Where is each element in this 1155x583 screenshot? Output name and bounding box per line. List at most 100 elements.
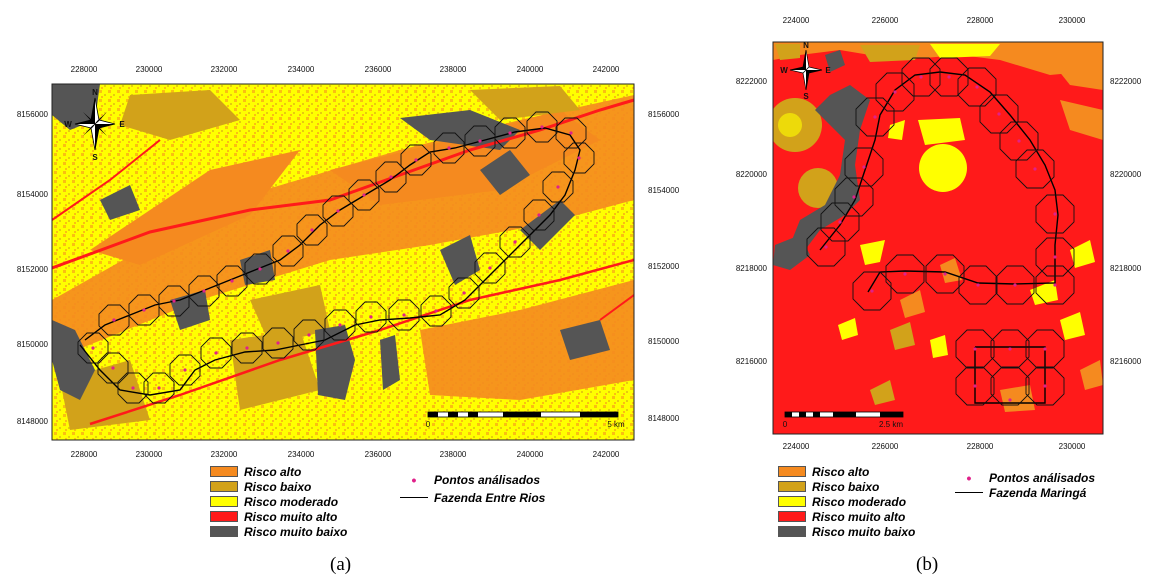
x-tick-label: 228000 (71, 450, 98, 459)
west-label: W (780, 66, 788, 75)
y-tick-label: 8154000 (648, 186, 680, 195)
legend-swatch (778, 496, 806, 507)
north-label: N (803, 41, 809, 50)
line-symbol-icon (400, 497, 428, 498)
y-tick-label: 8218000 (736, 264, 768, 273)
scale-bar-b: 0 2.5 km (783, 411, 904, 429)
legend-item: Risco alto (210, 464, 347, 479)
x-tick-label: 230000 (136, 450, 163, 459)
legend-swatch (210, 511, 238, 522)
x-tick-label: 228000 (71, 65, 98, 74)
south-label: S (92, 153, 98, 162)
legend-label: Risco muito alto (244, 509, 338, 524)
y-tick-label: 8220000 (1110, 170, 1142, 179)
legend-label: Fazenda Entre Rios (434, 490, 546, 505)
x-axis-ticks-b: 224000 226000 228000 230000 224000 22600… (783, 16, 1086, 451)
y-tick-label: 8222000 (1110, 77, 1142, 86)
north-arrow-icon: N S E W (780, 41, 831, 101)
legend-item: Risco muito alto (778, 509, 915, 524)
x-tick-label: 230000 (1059, 16, 1086, 25)
x-tick-label: 238000 (440, 65, 467, 74)
legend-swatch (210, 466, 238, 477)
scale-start-label: 0 (783, 420, 788, 429)
legend-item: Risco baixo (778, 479, 915, 494)
north-label: N (92, 88, 98, 97)
legend-label: Risco baixo (244, 479, 312, 494)
legend-swatch (778, 511, 806, 522)
y-tick-label: 8152000 (648, 262, 680, 271)
risk-raster-b (773, 42, 1103, 434)
east-label: E (825, 66, 831, 75)
legend-label: Risco muito alto (812, 509, 906, 524)
caption-a: (a) (330, 554, 352, 575)
legend-label: Fazenda Maringá (989, 485, 1087, 500)
x-tick-label: 240000 (517, 65, 544, 74)
y-tick-label: 8150000 (648, 337, 680, 346)
north-arrow-icon: N S E W (64, 88, 125, 162)
legend-item: Risco muito alto (210, 509, 347, 524)
y-tick-label: 8156000 (17, 110, 49, 119)
y-tick-label: 8216000 (736, 357, 768, 366)
x-tick-label: 226000 (872, 442, 899, 451)
x-tick-label: 236000 (365, 65, 392, 74)
x-tick-label: 236000 (365, 450, 392, 459)
legend-item: Fazenda Entre Rios (400, 490, 545, 505)
legend-label: Risco moderado (244, 494, 339, 509)
legend-item: Risco alto (778, 464, 915, 479)
legend-swatch (778, 481, 806, 492)
y-tick-label: 8218000 (1110, 264, 1142, 273)
y-tick-label: 8154000 (17, 190, 49, 199)
x-axis-ticks-a: 228000 230000 232000 234000 236000 23800… (71, 65, 620, 459)
risk-raster-a (52, 84, 634, 440)
x-tick-label: 234000 (288, 450, 315, 459)
x-tick-label: 240000 (517, 450, 544, 459)
scale-end-label: 5 km (607, 420, 625, 429)
x-tick-label: 226000 (872, 16, 899, 25)
scale-start-label: 0 (426, 420, 431, 429)
x-tick-label: 228000 (967, 16, 994, 25)
legend-swatch (778, 526, 806, 537)
y-tick-label: 8222000 (736, 77, 768, 86)
y-tick-label: 8216000 (1110, 357, 1142, 366)
x-tick-label: 232000 (211, 450, 238, 459)
y-axis-ticks-a: 8156000 8154000 8152000 8150000 8148000 … (17, 110, 680, 426)
west-label: W (64, 120, 72, 129)
legend-label: Pontos análisados (989, 470, 1096, 485)
legend-label: Risco alto (244, 464, 302, 479)
x-tick-label: 230000 (136, 65, 163, 74)
legend-item: Risco muito baixo (210, 524, 347, 539)
legend-label: Pontos análisados (434, 472, 541, 487)
y-tick-label: 8152000 (17, 265, 49, 274)
legend-swatch (210, 481, 238, 492)
x-tick-label: 224000 (783, 442, 810, 451)
y-tick-label: 8148000 (17, 417, 49, 426)
y-axis-ticks-b: 8222000 8220000 8218000 8216000 8222000 … (736, 77, 1142, 366)
point-marker-icon: • (411, 471, 417, 488)
y-tick-label: 8156000 (648, 110, 680, 119)
y-tick-label: 8148000 (648, 414, 680, 423)
legend-label: Risco baixo (812, 479, 880, 494)
legend-swatch (778, 466, 806, 477)
scale-end-label: 2.5 km (879, 420, 903, 429)
point-marker-icon: • (966, 469, 972, 486)
x-tick-label: 230000 (1059, 442, 1086, 451)
farm-boundary-a (77, 111, 595, 404)
legend-a-features: • Pontos análisados Fazenda Entre Rios (400, 472, 545, 505)
legend-item: • Pontos análisados (400, 472, 545, 487)
legend-item: Risco baixo (210, 479, 347, 494)
caption-b: (b) (916, 554, 939, 575)
legend-swatch (210, 526, 238, 537)
legend-item: Fazenda Maringá (955, 485, 1095, 500)
legend-item: Risco moderado (778, 494, 915, 509)
legend-label: Risco muito baixo (812, 524, 916, 539)
east-label: E (119, 120, 125, 129)
x-tick-label: 224000 (783, 16, 810, 25)
legend-b-features: • Pontos análisados Fazenda Maringá (955, 470, 1095, 500)
legend-item: Risco moderado (210, 494, 347, 509)
legend-label: Risco moderado (812, 494, 907, 509)
legend-a: Risco alto Risco baixo Risco moderado Ri… (210, 464, 347, 539)
x-tick-label: 232000 (211, 65, 238, 74)
x-tick-label: 234000 (288, 65, 315, 74)
y-tick-label: 8150000 (17, 340, 49, 349)
map-panel-a: 228000 230000 232000 234000 236000 23800… (17, 65, 680, 459)
